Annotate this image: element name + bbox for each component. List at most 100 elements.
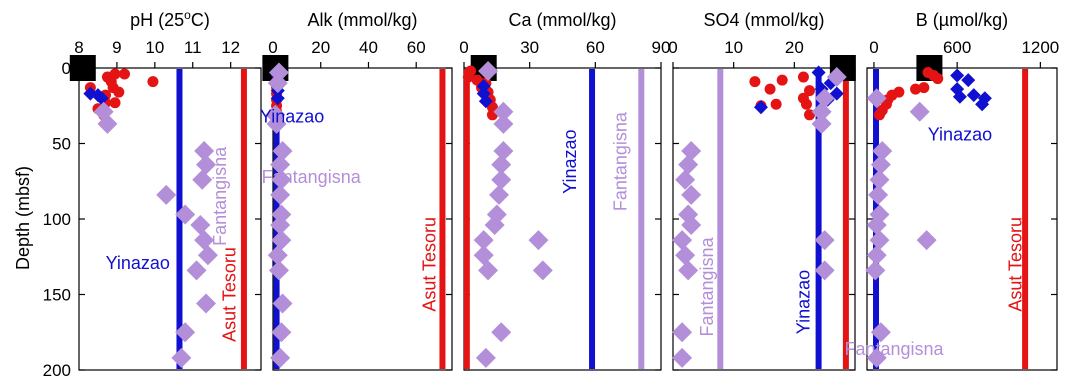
data-point-diamond	[975, 97, 990, 112]
x-tick-label: 20	[785, 38, 804, 57]
data-point-diamond	[270, 91, 285, 106]
data-point-diamond	[271, 169, 292, 190]
panel-title: SO4 (mmol/kg)	[703, 10, 824, 30]
data-point-diamond	[194, 141, 215, 162]
data-point-diamond	[869, 169, 890, 190]
panel-3: Ca (mmol/kg) 0 30 60 90 Yinazao Fantangisna	[459, 10, 671, 371]
data-point-circle	[797, 71, 809, 83]
data-point-diamond	[491, 322, 512, 343]
data-point-diamond	[491, 169, 512, 190]
y-axis-label: Depth (mbsf)	[13, 166, 33, 270]
data-point-circle	[119, 68, 130, 80]
data-point-square	[69, 55, 96, 81]
data-point-circle	[800, 98, 812, 110]
data-point-diamond	[197, 245, 218, 266]
annotation-label: Fantangisna	[610, 111, 630, 211]
data-point-diamond	[478, 94, 493, 109]
panel-title: Alk (mmol/kg)	[307, 10, 417, 30]
annotation-label: Fantangisna	[210, 146, 230, 246]
data-point-circle	[749, 76, 761, 88]
data-point-circle	[873, 109, 885, 121]
data-point-diamond	[866, 245, 887, 266]
data-point-diamond	[270, 184, 291, 205]
data-point-diamond	[97, 113, 118, 134]
data-point-diamond	[866, 88, 887, 109]
data-point-diamond	[870, 322, 891, 343]
data-point-diamond	[532, 260, 553, 281]
data-point-diamond	[271, 322, 292, 343]
data-point-diamond	[681, 215, 702, 236]
data-point-diamond	[271, 230, 292, 251]
annotation-label: Fantangisna	[262, 167, 362, 187]
data-point-diamond	[675, 169, 696, 190]
data-point-diamond	[493, 113, 514, 134]
annotation-label: Asut Tesoru	[419, 217, 439, 312]
data-point-diamond	[814, 260, 835, 281]
x-tick-label: 600	[943, 38, 971, 57]
data-point-circle	[776, 74, 788, 86]
plot-frame	[866, 67, 1058, 371]
x-tick-label: 0	[459, 38, 468, 57]
data-point-circle	[770, 98, 782, 110]
data-point-diamond	[272, 293, 293, 314]
x-tick-label: 40	[359, 38, 378, 57]
data-point-diamond	[868, 184, 889, 205]
data-point-diamond	[826, 67, 847, 88]
data-point-diamond	[952, 89, 967, 104]
data-point-circle	[113, 86, 125, 98]
data-point-diamond	[811, 65, 826, 80]
data-point-circle	[932, 73, 944, 85]
x-tick-label: 60	[407, 38, 426, 57]
data-point-circle	[918, 82, 930, 94]
panel-title-superscript: o	[184, 8, 191, 22]
data-point-diamond	[493, 141, 514, 162]
data-point-diamond	[190, 215, 211, 236]
data-point-diamond	[681, 141, 702, 162]
x-tick-label: 10	[145, 38, 164, 57]
panel-5: B (µmol/kg) 0 600 1200 Yinazao Fantangisna Asu…	[845, 10, 1059, 371]
x-tick-label: 30	[520, 38, 539, 57]
data-point-diamond	[916, 230, 937, 251]
data-point-circle	[109, 97, 121, 109]
data-point-diamond	[194, 230, 215, 251]
y-tick-label: 50	[52, 135, 71, 154]
annotation-label: Asut Tesoru	[1006, 217, 1026, 312]
x-tick-label: 12	[221, 38, 240, 57]
data-point-diamond	[267, 73, 288, 94]
data-point-diamond	[192, 169, 213, 190]
annotation-label: Fantangisna	[845, 339, 945, 359]
data-point-diamond	[811, 101, 832, 122]
x-tick-label: 0	[668, 38, 677, 57]
data-point-circle	[910, 83, 922, 95]
y-tick-label: 200	[43, 361, 71, 378]
y-tick-label: 0	[62, 59, 71, 78]
x-tick-label: 90	[652, 38, 671, 57]
data-point-diamond	[270, 154, 291, 175]
panel-title: Ca (mmol/kg)	[508, 10, 616, 30]
panel-4: SO4 (mmol/kg) 0 10 20 Fantangisna Yinazao	[668, 10, 856, 371]
data-point-circle	[462, 71, 474, 83]
y-tick-label: 150	[43, 286, 71, 305]
data-point-diamond	[478, 61, 499, 82]
panel-title-part: C)	[191, 10, 210, 30]
data-point-diamond	[196, 154, 217, 175]
data-point-diamond	[909, 101, 930, 122]
data-point-diamond	[966, 88, 981, 103]
data-point-diamond	[175, 204, 196, 225]
data-point-diamond	[171, 347, 192, 368]
data-point-diamond	[672, 347, 693, 368]
data-point-diamond	[272, 141, 293, 162]
data-point-diamond	[870, 154, 891, 175]
data-point-diamond	[865, 260, 886, 281]
data-point-diamond	[678, 154, 699, 175]
data-point-diamond	[475, 347, 496, 368]
data-point-diamond	[484, 215, 505, 236]
x-tick-label: 9	[112, 38, 121, 57]
panels: pH (25oC)8 9 10 11 12050100150200YinazaoFant…	[43, 8, 1060, 380]
data-point-diamond	[672, 322, 693, 343]
data-point-diamond	[473, 245, 494, 266]
data-point-diamond	[156, 184, 177, 205]
data-point-diamond	[672, 230, 693, 251]
annotation-label: Fantangisna	[697, 236, 717, 336]
data-point-diamond	[961, 73, 976, 88]
